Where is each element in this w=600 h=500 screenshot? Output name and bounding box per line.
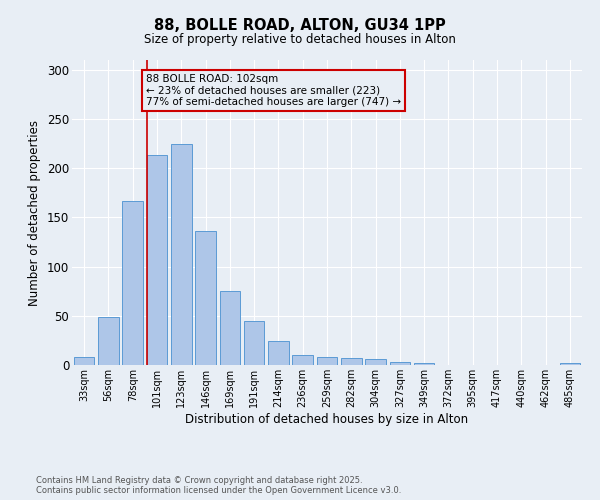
Bar bbox=[268, 342, 289, 365]
Bar bbox=[195, 231, 216, 365]
Y-axis label: Number of detached properties: Number of detached properties bbox=[28, 120, 41, 306]
Bar bbox=[220, 291, 240, 365]
Bar bbox=[317, 357, 337, 365]
Text: Contains HM Land Registry data © Crown copyright and database right 2025.
Contai: Contains HM Land Registry data © Crown c… bbox=[36, 476, 401, 495]
Bar bbox=[341, 358, 362, 365]
Bar bbox=[365, 359, 386, 365]
Text: Size of property relative to detached houses in Alton: Size of property relative to detached ho… bbox=[144, 32, 456, 46]
Bar bbox=[292, 355, 313, 365]
X-axis label: Distribution of detached houses by size in Alton: Distribution of detached houses by size … bbox=[185, 412, 469, 426]
Bar bbox=[74, 357, 94, 365]
Bar bbox=[244, 320, 265, 365]
Bar bbox=[389, 362, 410, 365]
Bar bbox=[98, 317, 119, 365]
Bar bbox=[171, 144, 191, 365]
Bar bbox=[414, 363, 434, 365]
Bar bbox=[122, 200, 143, 365]
Bar bbox=[146, 156, 167, 365]
Bar bbox=[560, 363, 580, 365]
Text: 88, BOLLE ROAD, ALTON, GU34 1PP: 88, BOLLE ROAD, ALTON, GU34 1PP bbox=[154, 18, 446, 32]
Text: 88 BOLLE ROAD: 102sqm
← 23% of detached houses are smaller (223)
77% of semi-det: 88 BOLLE ROAD: 102sqm ← 23% of detached … bbox=[146, 74, 401, 107]
